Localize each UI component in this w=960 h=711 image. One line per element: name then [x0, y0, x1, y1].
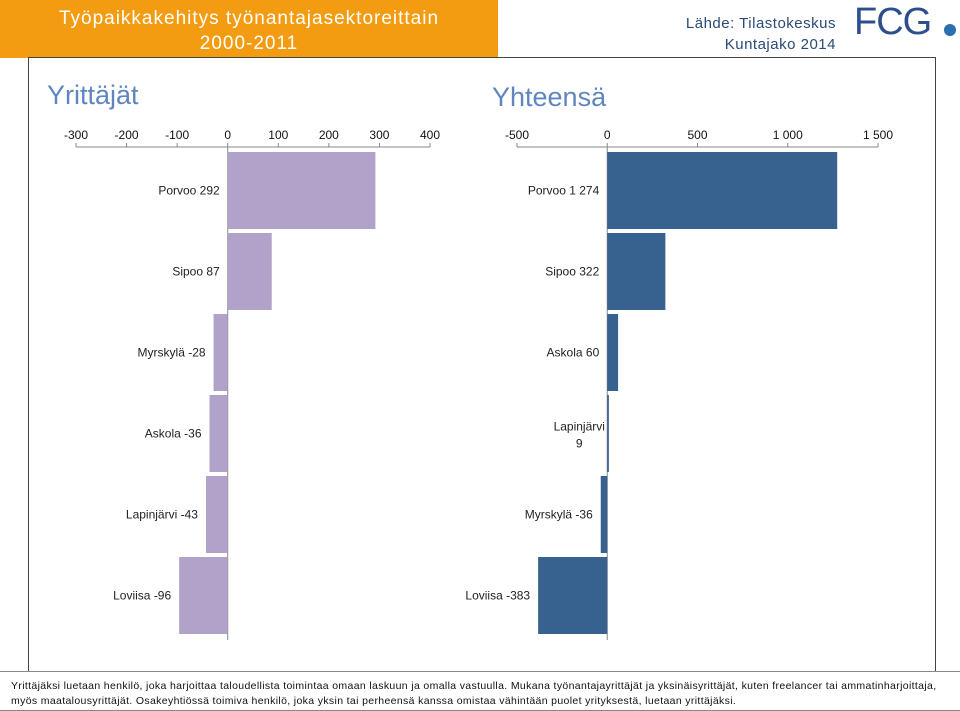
x-tick-label: 300 — [369, 128, 389, 142]
data-label: Porvoo 292 — [158, 184, 220, 198]
x-tick-label: -500 — [505, 128, 529, 142]
fcg-logo-dot — [944, 24, 956, 36]
right-panel-title: Yhteensä — [492, 82, 607, 112]
data-label: Sipoo 322 — [545, 265, 599, 279]
data-label: Sipoo 87 — [172, 265, 220, 279]
data-label: Loviisa -96 — [113, 589, 171, 603]
data-label: Askola -36 — [145, 427, 202, 441]
bar-myrskylä — [600, 476, 608, 553]
data-label: Myrskylä -36 — [525, 508, 593, 522]
bar-sipoo — [607, 233, 666, 310]
fcg-logo: FCG — [854, 1, 956, 42]
x-tick-label: 0 — [224, 128, 231, 142]
title-banner: Työpaikkakehitys työnantajasektoreittain… — [0, 0, 498, 58]
x-tick-label: -200 — [115, 128, 139, 142]
data-label: Loviisa -383 — [465, 589, 530, 603]
footnote: Yrittäjäksi luetaan henkilö, joka harjoi… — [0, 671, 960, 711]
x-tick-label: 1 000 — [773, 128, 803, 142]
source-line-1: Lähde: Tilastokeskus — [685, 15, 836, 32]
bar-porvoo — [227, 152, 376, 229]
bar-porvoo — [607, 152, 838, 229]
bar-loviisa — [538, 557, 608, 634]
data-label: Porvoo 1 274 — [528, 184, 600, 198]
data-label: Myrskylä -28 — [138, 346, 206, 360]
bar-askola — [607, 314, 619, 391]
x-tick-label: 0 — [604, 128, 611, 142]
bar-lapinjärvi — [205, 476, 228, 553]
bar-askola — [209, 395, 228, 472]
right-chart: -500 0 500 1 000 1 500 Porvoo 1 274 Sipoo 322 A… — [465, 128, 893, 640]
bar-sipoo — [227, 233, 272, 310]
bar-myrskylä — [213, 314, 228, 391]
x-tick-label: 500 — [687, 128, 707, 142]
x-tick-label: 400 — [420, 128, 440, 142]
left-chart: -300 -200 -100 0 100 200 300 400 Porvoo 292 Sipoo… — [64, 128, 440, 640]
chart-area: Yrittäjät Yhteensä -300 -200 -100 0 100 200 30… — [47, 80, 893, 640]
data-label: Lapinjärvi 9 — [554, 420, 605, 451]
bar-loviisa — [179, 557, 228, 634]
x-tick-label: -300 — [64, 128, 88, 142]
title-line-1: Työpaikkakehitys työnantajasektoreittain — [58, 8, 440, 29]
fcg-logo-text: FCG — [854, 1, 931, 42]
source-info: Lähde: Tilastokeskus Kuntajako 2014 — [686, 13, 836, 55]
left-panel-title: Yrittäjät — [47, 80, 139, 110]
x-tick-label: 200 — [319, 128, 339, 142]
x-tick-label: 100 — [268, 128, 288, 142]
data-label: Askola 60 — [547, 346, 600, 360]
footnote-text: Yrittäjäksi luetaan henkilö, joka harjoi… — [11, 680, 937, 707]
x-tick-label: 1 500 — [863, 128, 893, 142]
source-line-2: Kuntajako 2014 — [724, 36, 836, 53]
x-tick-label: -100 — [165, 128, 189, 142]
bar-lapinjärvi — [607, 395, 609, 472]
data-label: Lapinjärvi -43 — [126, 508, 198, 522]
title-line-2: 2000-2011 — [199, 33, 299, 54]
chart-frame — [28, 57, 936, 671]
